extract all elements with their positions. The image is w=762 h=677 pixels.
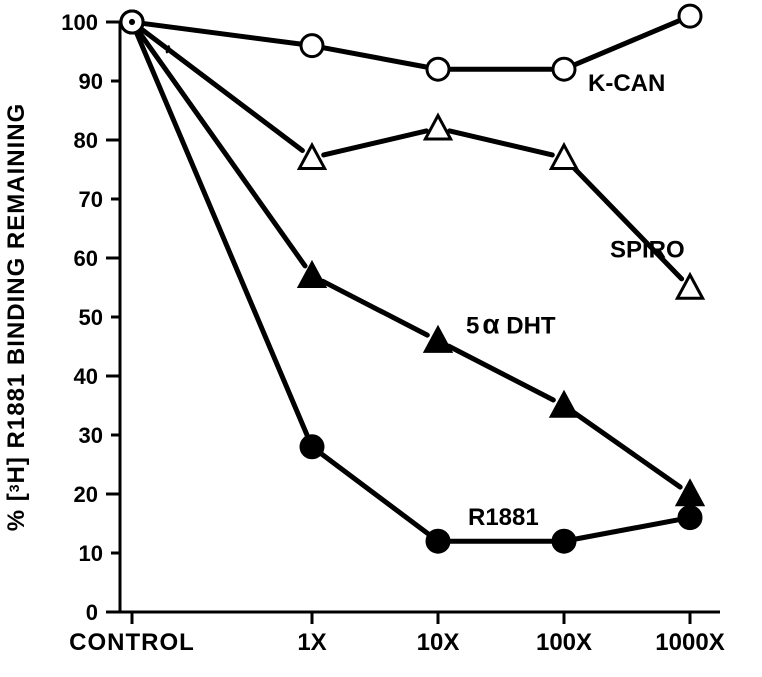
x-tick-label: 1X (297, 629, 326, 656)
marker-r1881 (301, 436, 323, 458)
series-line-kcan (144, 21, 679, 69)
x-tick-label: 10X (417, 629, 460, 656)
y-tick-label: 100 (61, 10, 98, 35)
y-tick-label: 0 (86, 600, 98, 625)
y-tick-label: 10 (79, 541, 103, 566)
y-tick-label: 80 (74, 128, 98, 153)
y-tick-label: 30 (79, 423, 103, 448)
y-axis-label: % [3H] R1881 BINDING REMAINING (3, 103, 30, 532)
marker-kcan (553, 58, 575, 80)
series-line-r1881 (137, 33, 679, 541)
marker-kcan (679, 5, 701, 27)
marker-r1881 (679, 507, 701, 529)
series-label-dht: 5α DHT (466, 309, 556, 340)
marker-dht (425, 328, 450, 351)
marker-kcan (427, 58, 449, 80)
series-label-spiro: SPIRO (610, 237, 685, 264)
y-tick-label: 50 (79, 305, 103, 330)
series-label-r1881: R1881 (468, 504, 539, 531)
marker-r1881 (553, 530, 575, 552)
y-tick-label: 60 (74, 246, 98, 271)
marker-spiro (551, 145, 576, 168)
y-tick-label: 40 (74, 364, 98, 389)
series-line-dht (139, 32, 680, 487)
y-tick-label: 70 (79, 187, 103, 212)
x-tick-label: 100X (536, 629, 592, 656)
marker-kcan (301, 35, 323, 57)
series-label-kcan: K-CAN (588, 70, 665, 97)
x-tick-label: 1000X (655, 629, 724, 656)
x-tick-label: CONTROL (69, 629, 195, 656)
binding-chart: 0 10 20 30 40 50 60 70 80 90 100 CONTROL 1X 10X 100X 10… (0, 0, 762, 677)
axes (120, 22, 720, 612)
y-tick-label: 90 (79, 69, 103, 94)
marker-r1881 (427, 530, 449, 552)
marker-dht (551, 393, 576, 416)
marker-spiro (425, 116, 450, 139)
y-tick-label: 20 (74, 482, 98, 507)
marker-control-dot (129, 19, 135, 25)
